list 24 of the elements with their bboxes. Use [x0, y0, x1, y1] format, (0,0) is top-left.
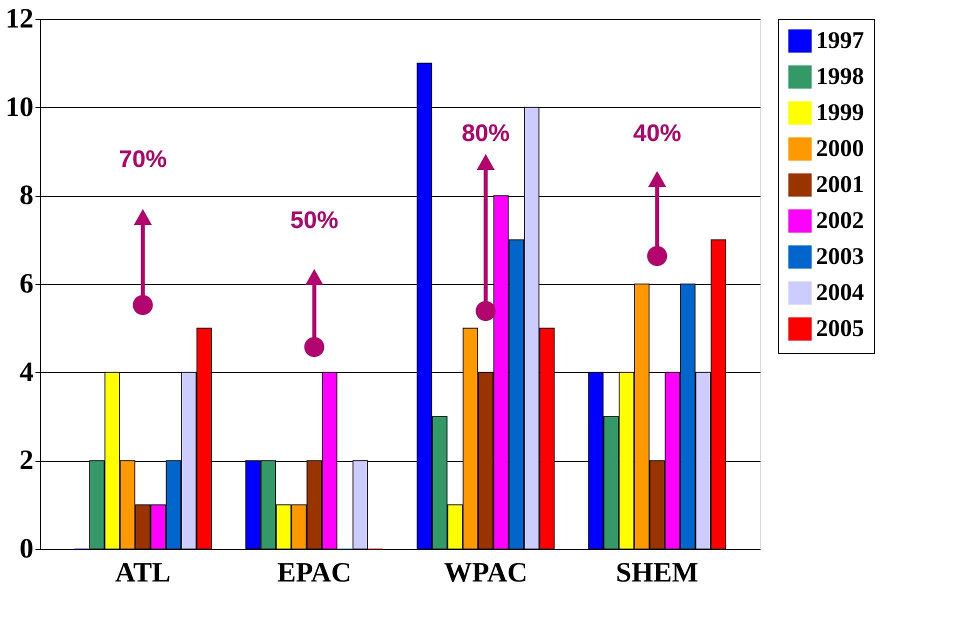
x-tick-label: SHEM — [616, 558, 698, 588]
annotation: 70% — [118, 146, 167, 173]
x-tick-label: WPAC — [444, 558, 528, 588]
annotation: 80% — [462, 120, 510, 147]
y-tick-label: 12 — [6, 4, 34, 34]
legend-label: 2004 — [816, 280, 864, 306]
annotation: 50% — [290, 207, 338, 234]
y-tick-label: 4 — [20, 356, 34, 388]
legend-label: 2001 — [816, 172, 864, 198]
annotation: 40% — [633, 120, 682, 147]
legend-label: 2003 — [816, 244, 864, 270]
legend-label: 1998 — [816, 64, 864, 90]
y-tick-label: 0 — [20, 534, 34, 564]
legend-label: 2000 — [816, 136, 864, 162]
legend-label: 2005 — [816, 316, 864, 342]
legend-label: 1999 — [816, 100, 864, 126]
y-tick-label: 6 — [20, 268, 34, 300]
y-tick-label: 2 — [20, 445, 34, 476]
y-tick-label: 10 — [6, 92, 34, 123]
legend-label: 1997 — [816, 28, 864, 54]
y-tick-label: 8 — [20, 180, 34, 212]
legend-label: 2002 — [816, 208, 864, 234]
x-tick-label: EPAC — [277, 558, 352, 588]
x-tick-label: ATL — [115, 558, 171, 588]
